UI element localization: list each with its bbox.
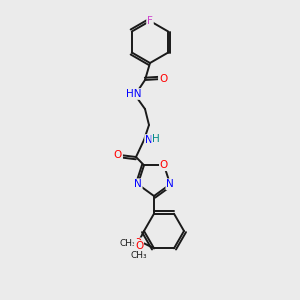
Text: F: F xyxy=(147,16,153,26)
Text: O: O xyxy=(114,150,122,160)
Text: CH₃: CH₃ xyxy=(131,251,147,260)
Text: HN: HN xyxy=(126,89,142,99)
Text: O: O xyxy=(160,160,168,170)
Text: N: N xyxy=(134,179,142,189)
Text: N: N xyxy=(166,179,174,189)
Text: O: O xyxy=(135,241,143,251)
Text: CH₃: CH₃ xyxy=(120,239,136,248)
Text: N: N xyxy=(145,135,153,145)
Text: O: O xyxy=(134,238,142,248)
Text: H: H xyxy=(152,134,160,144)
Text: O: O xyxy=(159,74,167,84)
